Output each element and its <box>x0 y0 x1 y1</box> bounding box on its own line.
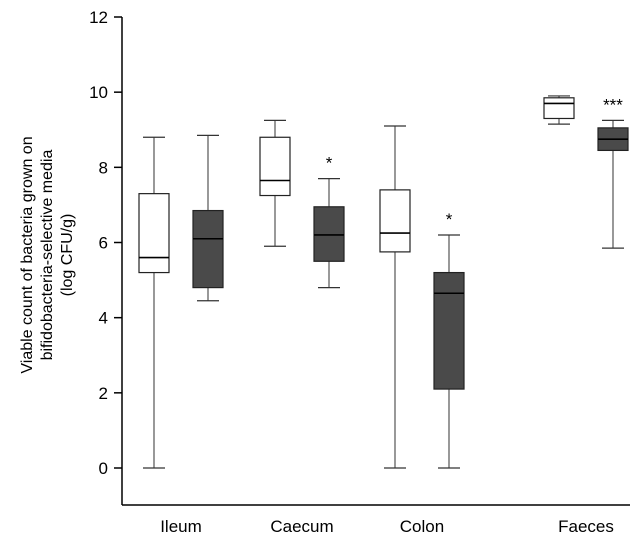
y-tick-label: 6 <box>99 234 108 253</box>
box-ileum-group-1 <box>138 136 170 469</box>
y-tick-label: 10 <box>89 83 108 102</box>
significance-marker: * <box>446 210 453 229</box>
iqr-box <box>543 97 575 120</box>
y-tick-label: 12 <box>89 8 108 27</box>
iqr-box <box>313 206 345 262</box>
box-caecum-group-2: * <box>313 154 345 289</box>
x-category-label-ileum: Ileum <box>160 517 202 536</box>
box-faeces-group-1 <box>543 95 575 125</box>
y-axis-title-line-1: Viable count of bacteria grown on <box>19 136 36 373</box>
box-ileum-group-2 <box>192 134 224 302</box>
iqr-box <box>259 136 291 197</box>
y-tick-label: 4 <box>99 309 108 328</box>
x-category-label-caecum: Caecum <box>270 517 333 536</box>
box-colon-group-2: * <box>433 210 465 469</box>
x-labels: Ileum Caecum Colon Faeces <box>160 517 614 536</box>
box-caecum-group-1 <box>259 119 291 247</box>
y-tick-label: 8 <box>99 158 108 177</box>
x-category-label-faeces: Faeces <box>558 517 614 536</box>
significance-marker: * <box>326 154 333 173</box>
x-category-label-colon: Colon <box>400 517 444 536</box>
box-faeces-group-2: *** <box>597 95 629 249</box>
axes <box>121 17 630 506</box>
y-tick-label: 2 <box>99 384 108 403</box>
iqr-box <box>433 271 465 390</box>
iqr-box <box>138 193 170 274</box>
y-axis-title-line-3: (log CFU/g) <box>59 214 76 297</box>
box-colon-group-1 <box>379 125 411 469</box>
iqr-box <box>379 189 411 253</box>
y-axis-title: Viable count of bacteria grown on bifido… <box>19 136 76 373</box>
y-tick-label: 0 <box>99 459 108 478</box>
y-ticks: 0 2 4 6 8 10 12 <box>89 8 122 478</box>
significance-marker: *** <box>603 95 623 114</box>
y-axis-title-line-2: bifidobacteria-selective media <box>39 150 56 361</box>
iqr-box <box>192 209 224 289</box>
boxes: ***** <box>138 95 629 469</box>
